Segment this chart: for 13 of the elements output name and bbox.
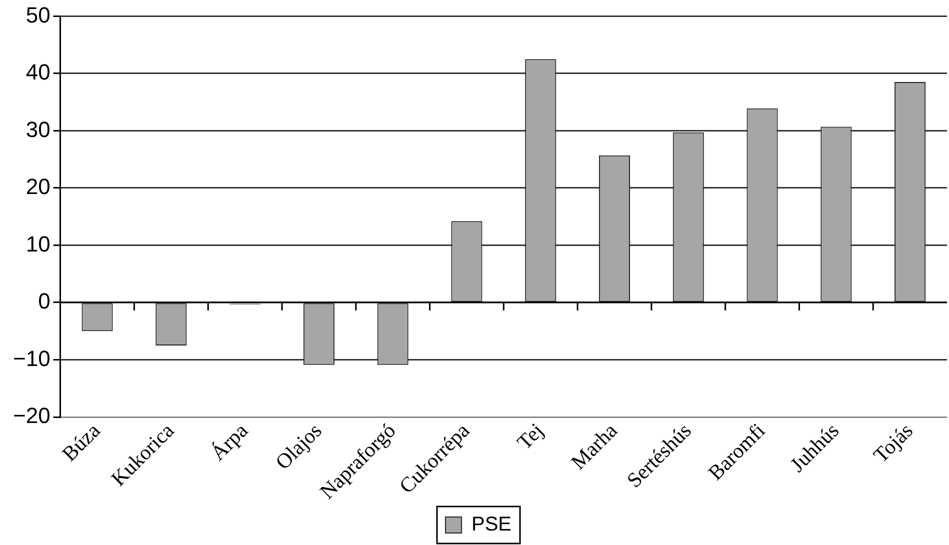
y-tick-label: 20 (26, 174, 50, 200)
legend-label: PSE (471, 514, 512, 536)
y-tick-label: −20 (12, 403, 50, 428)
y-tick-label: 40 (26, 60, 50, 85)
y-tick-label: −10 (12, 346, 50, 371)
x-tick-label: Árpa (206, 418, 253, 466)
y-tick-label: 50 (26, 2, 50, 28)
x-tick-label: Búza (57, 418, 106, 466)
y-tick-label: 30 (26, 116, 50, 142)
y-tick-label: 10 (26, 231, 50, 256)
y-tick-label: 0 (38, 288, 50, 314)
x-tick-label: Tojás (868, 418, 918, 468)
x-tick-label: Tej (512, 418, 548, 454)
